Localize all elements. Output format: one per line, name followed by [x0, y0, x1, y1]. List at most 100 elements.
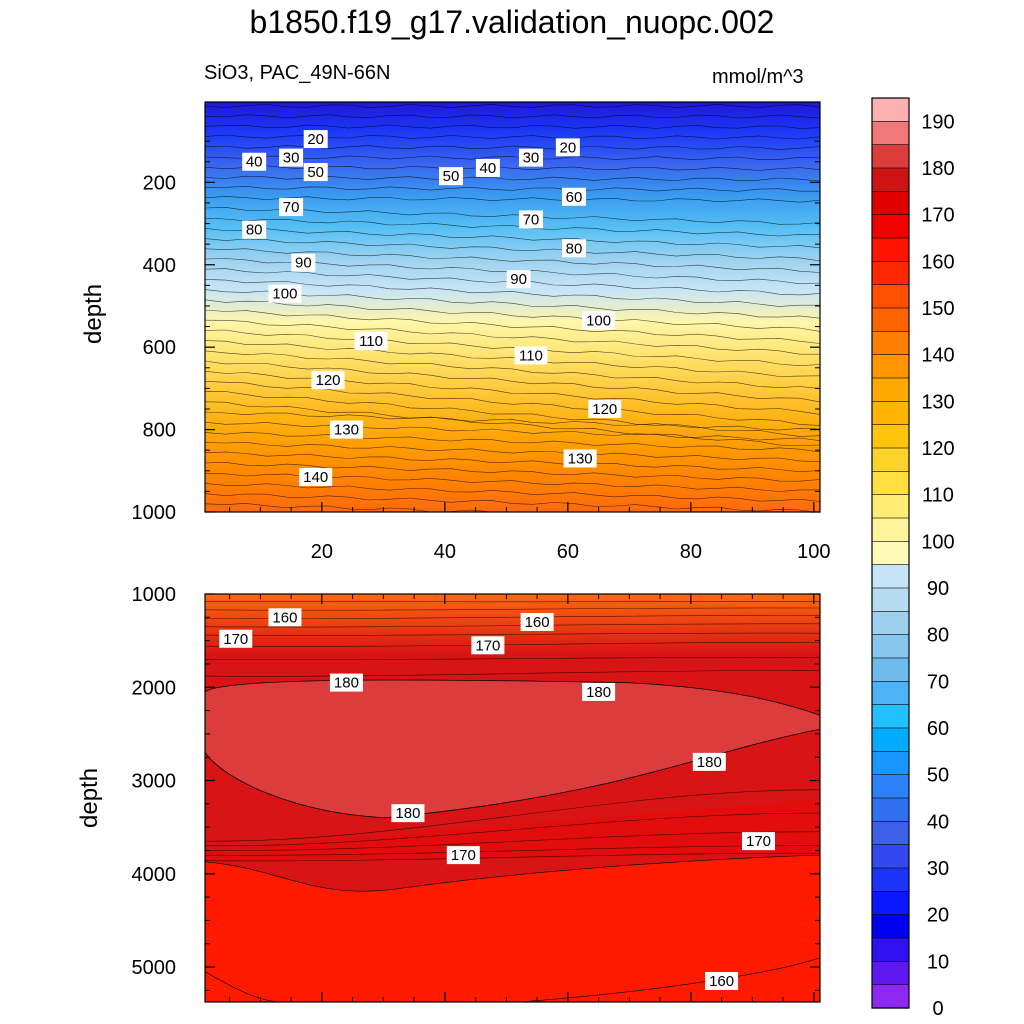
contour-label-text: 180: [334, 675, 359, 692]
contour-label: 170: [742, 832, 775, 851]
contour-line: [205, 185, 820, 192]
contour-label: 130: [563, 449, 597, 468]
contour-label-box: [582, 682, 616, 701]
contour-label-text: 50: [307, 164, 324, 181]
colorbar-swatch: [871, 844, 910, 869]
contour-line: [205, 155, 820, 161]
contour-line: [205, 238, 820, 262]
contour-label: 180: [582, 682, 616, 701]
colorbar-label: 170: [921, 205, 954, 227]
colorbar-swatch: [871, 214, 910, 239]
contour-label-box: [692, 752, 726, 771]
subtitle-variable-region: SiO3, PAC_49N-66N: [204, 62, 391, 84]
contour-line: [205, 623, 820, 628]
contour-label: 170: [446, 846, 480, 865]
contour-label-text: 50: [443, 168, 460, 185]
colorbar-label: 10: [927, 951, 949, 973]
colorbar-swatch: [871, 354, 910, 379]
contour-label-box: [562, 187, 586, 206]
contour-line: [205, 432, 820, 453]
colorbar-label: 50: [927, 765, 949, 787]
colorbar-swatch: [871, 237, 910, 262]
colorbar-swatch: [871, 284, 910, 309]
contour-label: 90: [291, 253, 316, 272]
contour-label: 120: [311, 371, 345, 390]
contour-label-text: 20: [307, 131, 324, 148]
contour-label-text: 140: [303, 469, 328, 486]
contour-line: [205, 196, 820, 203]
lower-ytick-label: 5000: [132, 957, 177, 979]
lower-ytick-label: 3000: [132, 771, 177, 793]
contour-region-170-lower: [205, 799, 820, 862]
contour-label-box: [446, 846, 480, 865]
upper-ytick-label: 200: [143, 172, 176, 194]
contour-line: [205, 670, 820, 677]
contour-line: [205, 279, 820, 307]
contour-label-box: [303, 163, 328, 182]
colorbar-swatch: [871, 961, 910, 986]
colorbar-swatch: [871, 564, 910, 589]
contour-label: 50: [303, 163, 328, 182]
contour-label-box: [582, 311, 616, 330]
upper-contour-lines: [205, 104, 820, 512]
colorbar-swatch: [871, 97, 910, 122]
contour-line: [205, 411, 820, 431]
colorbar-label: 60: [927, 718, 949, 740]
contour-label-text: 180: [586, 684, 611, 701]
colorbar-swatch: [871, 517, 910, 542]
contour-line: [205, 632, 820, 636]
contour-label: 20: [555, 138, 580, 157]
colorbar-swatch: [871, 774, 910, 799]
contour-label-box: [563, 449, 597, 468]
contour-line: [205, 845, 820, 856]
contour-line: [205, 391, 820, 437]
contour-label-box: [311, 371, 345, 390]
contour-label-text: 160: [709, 973, 734, 990]
contour-line: [205, 114, 820, 119]
contour-line: [205, 104, 820, 108]
contour-label-box: [439, 167, 463, 186]
colorbar-label: 140: [921, 345, 954, 367]
contour-label-text: 120: [592, 401, 617, 418]
colorbar-label: 80: [927, 625, 949, 647]
contour-label: 20: [303, 130, 328, 149]
contour-line: [205, 461, 820, 482]
contour-label: 70: [518, 210, 543, 229]
contour-label: 100: [268, 284, 302, 303]
colorbar-swatch: [871, 751, 910, 776]
contour-label-box: [562, 239, 586, 258]
colorbar-swatch: [871, 704, 910, 729]
colorbar: 1901801701601501401301201101009080706050…: [871, 97, 955, 1020]
contour-label: 130: [329, 420, 363, 439]
contour-line: [205, 493, 816, 512]
colorbar-swatch: [871, 167, 910, 192]
contour-line: [205, 642, 820, 647]
contour-line: [205, 503, 494, 512]
contour-label-text: 110: [359, 333, 383, 350]
contour-label-text: 180: [697, 754, 722, 771]
colorbar-label: 0: [932, 998, 943, 1020]
contour-label-box: [268, 284, 302, 303]
colorbar-swatch: [871, 867, 910, 892]
contour-line: [205, 381, 820, 426]
contour-label: 80: [242, 220, 267, 239]
contour-line: [205, 206, 820, 225]
contour-line: [205, 360, 820, 403]
colorbar-label: 160: [921, 251, 954, 273]
contour-label: 60: [562, 187, 586, 206]
contour-line: [205, 289, 820, 319]
contour-label: 30: [279, 148, 304, 167]
contour-label-text: 30: [523, 150, 540, 167]
contour-label: 110: [514, 346, 548, 365]
contour-label: 80: [562, 239, 586, 258]
contour-label-text: 80: [566, 240, 583, 257]
colorbar-swatch: [871, 331, 910, 356]
colorbar-swatch: [871, 494, 910, 519]
contour-line: [205, 329, 820, 367]
contour-label-box: [299, 467, 333, 486]
contour-label-box: [471, 636, 505, 655]
contour-label-text: 70: [523, 211, 540, 228]
colorbar-swatch: [871, 447, 910, 472]
contour-label-box: [329, 420, 363, 439]
colorbar-swatch: [871, 937, 910, 962]
